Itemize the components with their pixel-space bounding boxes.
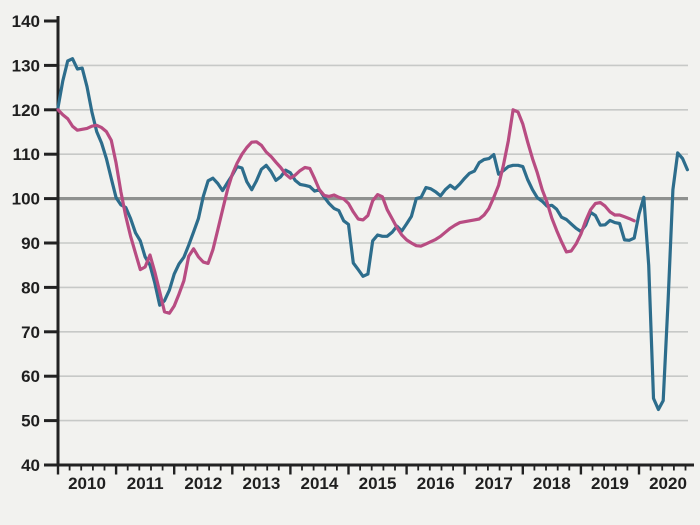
y-tick-label: 70 [21, 323, 40, 342]
x-year-label: 2015 [359, 474, 397, 493]
x-year-label: 2013 [242, 474, 280, 493]
x-year-label: 2019 [591, 474, 629, 493]
x-year-label: 2018 [533, 474, 571, 493]
axes [44, 16, 694, 475]
x-year-label: 2012 [184, 474, 222, 493]
y-tick-label: 50 [21, 412, 40, 431]
y-tick-label: 40 [21, 456, 40, 475]
y-tick-label: 130 [12, 56, 40, 75]
x-year-label: 2014 [300, 474, 338, 493]
x-year-label: 2011 [127, 474, 164, 493]
teal-series [56, 57, 690, 412]
y-tick-label: 120 [12, 101, 40, 120]
y-tick-label: 90 [21, 234, 40, 253]
pink-series [56, 108, 636, 315]
x-year-label: 2016 [417, 474, 455, 493]
x-year-label: 2017 [475, 474, 513, 493]
axis-labels: 40 50 60 70 80 90 100 110 120 130 140 2010 2011 2012 2… [12, 12, 687, 493]
y-tick-label: 100 [12, 190, 40, 209]
y-tick-label: 80 [21, 278, 40, 297]
y-tick-label: 110 [13, 145, 40, 164]
y-tick-label: 140 [12, 12, 40, 31]
x-year-label: 2020 [649, 474, 687, 493]
data-series [56, 57, 690, 412]
y-tick-label: 60 [21, 367, 40, 386]
x-year-label: 2010 [68, 474, 106, 493]
